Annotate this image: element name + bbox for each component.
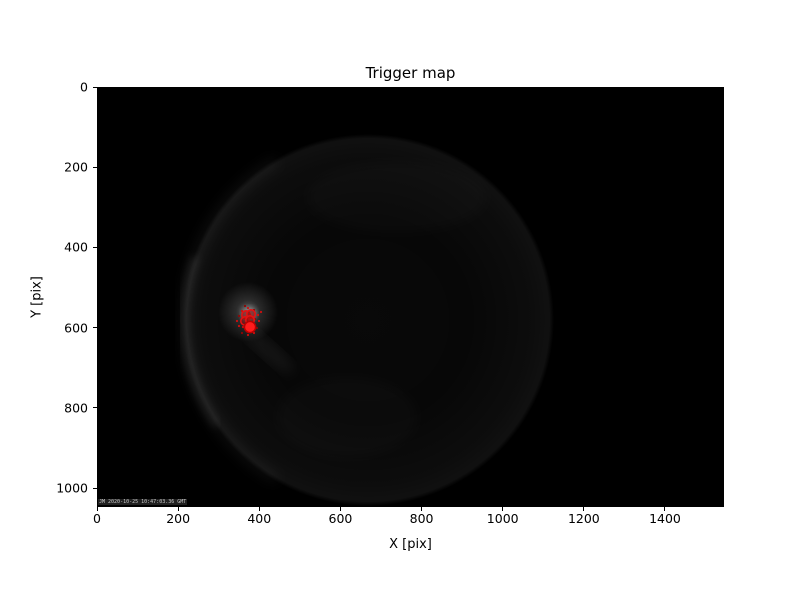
y-tick [93, 487, 97, 489]
x-tick-label: 0 [93, 511, 101, 526]
trigger-map-image: JM 2020-10-25 10:47:03.36 GMT [97, 87, 724, 507]
y-tick [93, 407, 97, 409]
faint-patch-bottom [277, 377, 417, 457]
trigger-speckle [241, 325, 245, 329]
y-tick [93, 86, 97, 88]
trigger-speckle [237, 324, 241, 328]
x-tick [258, 507, 260, 511]
trigger-speckle [246, 306, 250, 310]
x-tick [421, 507, 423, 511]
x-axis-label: X [pix] [389, 537, 432, 552]
x-tick [664, 507, 666, 511]
trigger-speckle [259, 310, 263, 314]
y-tick-label: 800 [64, 400, 88, 416]
trigger-cluster [235, 304, 263, 337]
chart-title: Trigger map [365, 64, 456, 82]
y-tick [93, 327, 97, 329]
trigger-speckle [255, 326, 259, 330]
trigger-speckle [257, 319, 261, 323]
trigger-speckle [237, 314, 241, 318]
trigger-speckle [252, 331, 256, 335]
timestamp-overlay: JM 2020-10-25 10:47:03.36 GMT [98, 499, 188, 505]
faint-patch-top [307, 162, 487, 232]
y-tick-label: 0 [80, 79, 88, 95]
x-tick [583, 507, 585, 511]
trigger-speckle [256, 313, 260, 317]
camera-fov-circle [182, 134, 554, 506]
trigger-speckle [235, 319, 239, 323]
trigger-speckle [240, 331, 244, 335]
x-tick [177, 507, 179, 511]
y-tick-label: 400 [64, 239, 88, 255]
x-tick-label: 600 [328, 511, 353, 526]
y-tick-label: 200 [64, 159, 88, 175]
x-tick-label: 1000 [486, 511, 519, 526]
trigger-speckle [246, 333, 250, 337]
x-tick-label: 200 [166, 511, 191, 526]
x-tick-label: 1400 [649, 511, 681, 526]
trigger-speckle [243, 304, 247, 308]
camera-image-svg [180, 134, 554, 506]
fov-left-rim-bright-arc [180, 255, 220, 428]
x-tick-label: 1200 [567, 511, 600, 526]
x-tick-label: 400 [247, 511, 272, 526]
y-tick-label: 1000 [56, 480, 88, 496]
x-tick-label: 800 [409, 511, 434, 526]
y-tick-label: 600 [64, 320, 88, 336]
y-axis-label: Y [pix] [29, 276, 45, 318]
x-tick [502, 507, 504, 511]
x-tick [96, 507, 98, 511]
y-tick [93, 166, 97, 168]
x-tick [339, 507, 341, 511]
y-tick [93, 246, 97, 248]
trigger-pixel-core [243, 320, 257, 334]
